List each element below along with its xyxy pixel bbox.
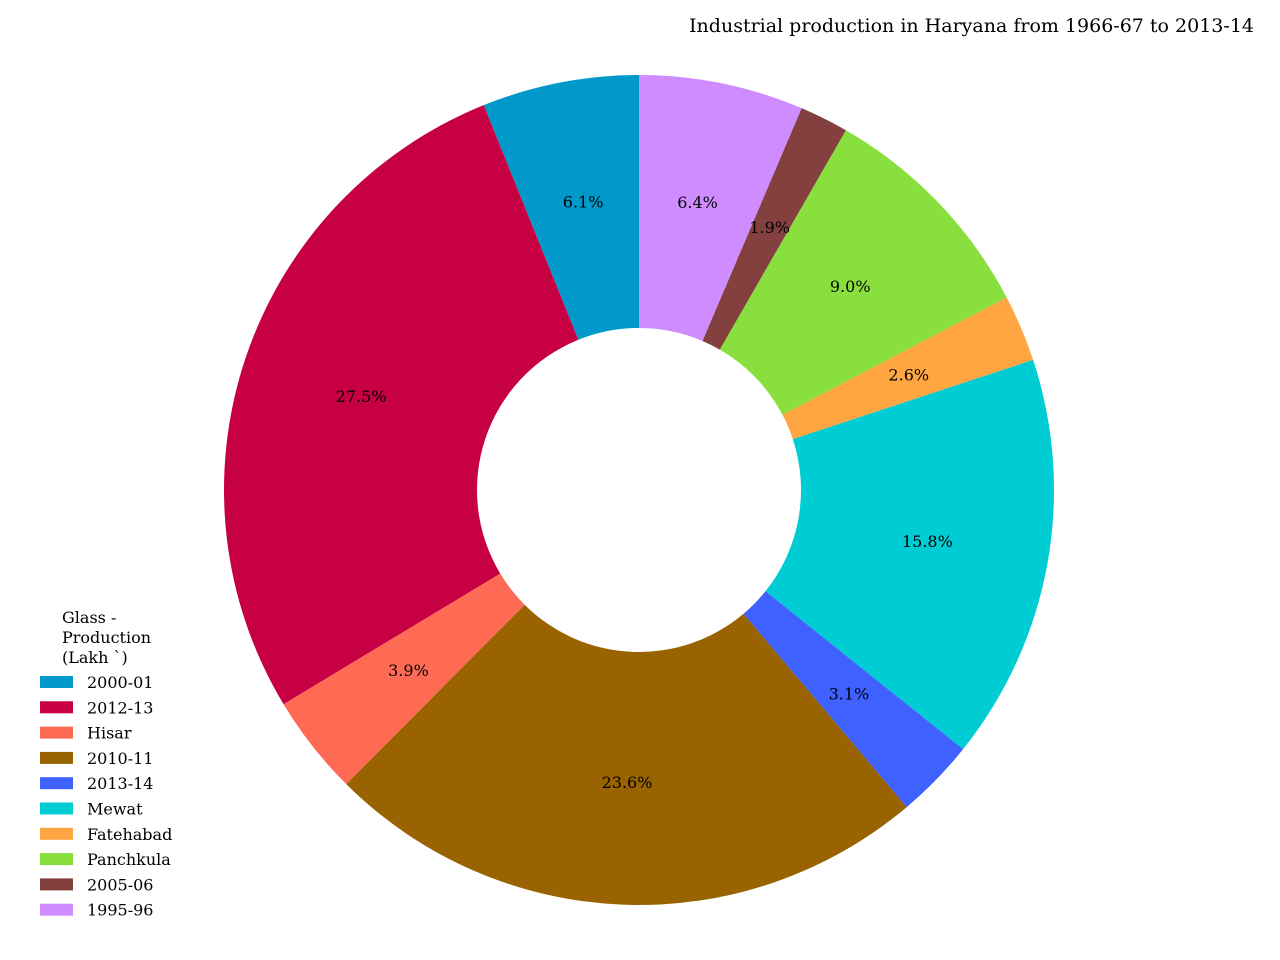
legend-swatch-2012-13 bbox=[40, 701, 73, 714]
percent-label-1995-96: 6.4% bbox=[677, 193, 718, 212]
legend-label-2012-13: 2012-13 bbox=[87, 698, 153, 717]
percent-label-2000-01: 6.1% bbox=[563, 192, 604, 211]
slice-mewat bbox=[765, 359, 1054, 750]
percent-labels: 6.1% 27.5% 3.9% 23.6% 3.1% 15.8% 2.6% 9.0% 1.9% 6… bbox=[336, 192, 953, 791]
legend-label-hisar: Hisar bbox=[87, 724, 132, 743]
legend-swatch-2000-01 bbox=[40, 676, 73, 688]
legend-swatch-hisar bbox=[40, 726, 73, 739]
percent-label-2012-13: 27.5% bbox=[336, 387, 387, 406]
slice-1995-96 bbox=[639, 75, 802, 341]
percent-label-2010-11: 23.6% bbox=[602, 773, 653, 792]
percent-label-2005-06: 1.9% bbox=[749, 218, 790, 237]
slice-panchkula bbox=[719, 130, 1007, 415]
legend-label-2010-11: 2010-11 bbox=[87, 749, 153, 768]
legend-label-2005-06: 2005-06 bbox=[87, 875, 153, 894]
percent-label-hisar: 3.9% bbox=[388, 661, 429, 680]
slice-hisar bbox=[283, 573, 525, 785]
legend-swatch-fatehabad bbox=[40, 827, 73, 840]
legend-label-mewat: Mewat bbox=[87, 800, 143, 819]
legend-swatch-2013-14 bbox=[40, 777, 73, 790]
legend-label-panchkula: Panchkula bbox=[87, 850, 171, 869]
legend-swatch-2005-06 bbox=[40, 878, 73, 891]
legend-title-line-2: Production bbox=[62, 628, 151, 647]
slice-2013-14 bbox=[743, 591, 964, 808]
percent-label-fatehabad: 2.6% bbox=[888, 366, 929, 385]
legend-swatch-mewat bbox=[40, 802, 73, 815]
legend-swatch-2010-11 bbox=[40, 751, 73, 764]
donut-slices bbox=[224, 75, 1054, 906]
legend-label-fatehabad: Fatehabad bbox=[87, 825, 172, 844]
legend-label-1995-96: 1995-96 bbox=[87, 901, 153, 920]
legend-label-2013-14: 2013-14 bbox=[87, 774, 153, 793]
legend: Glass - Production (Lakh `) 2000-01 2012-… bbox=[40, 608, 172, 920]
percent-label-panchkula: 9.0% bbox=[830, 277, 871, 296]
legend-label-2000-01: 2000-01 bbox=[87, 673, 153, 692]
legend-swatch-panchkula bbox=[40, 853, 73, 866]
percent-label-2013-14: 3.1% bbox=[829, 684, 870, 703]
slice-2010-11 bbox=[346, 604, 907, 906]
percent-label-mewat: 15.8% bbox=[902, 532, 953, 551]
legend-title-line-3: (Lakh `) bbox=[62, 648, 128, 667]
legend-title-line-1: Glass - bbox=[62, 608, 116, 627]
slice-2000-01 bbox=[483, 75, 639, 340]
legend-swatch-1995-96 bbox=[40, 903, 73, 916]
slice-2012-13 bbox=[224, 105, 579, 705]
slice-fatehabad bbox=[782, 297, 1034, 440]
chart-title: Industrial production in Haryana from 19… bbox=[689, 15, 1254, 37]
slice-2005-06 bbox=[702, 108, 846, 350]
